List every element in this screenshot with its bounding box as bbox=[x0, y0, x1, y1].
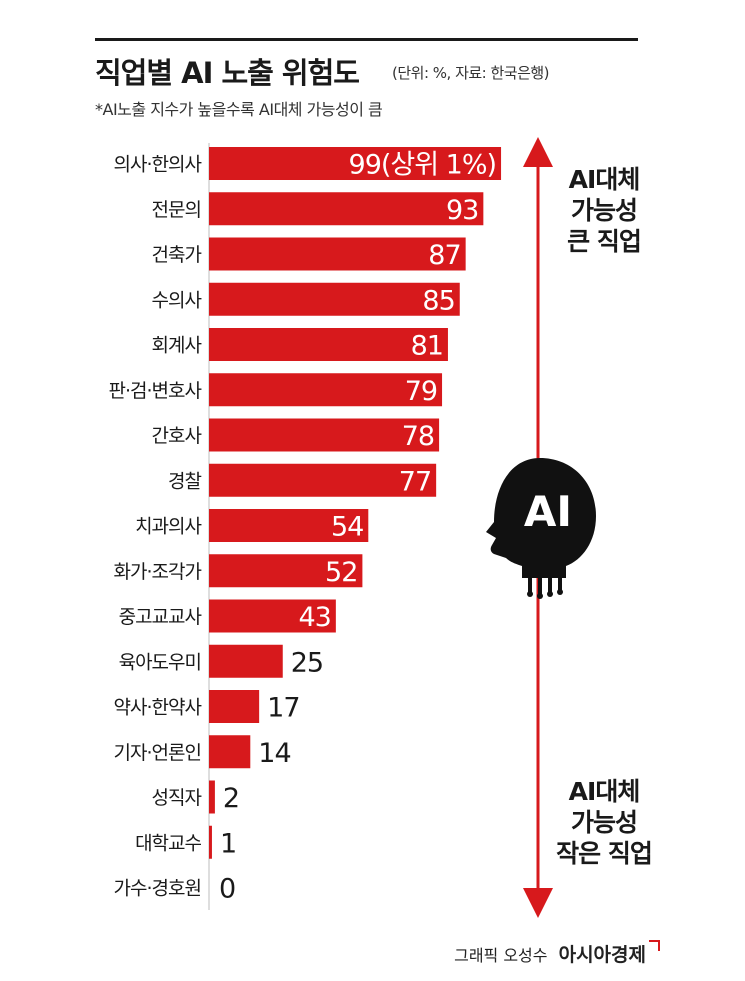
category-label: 성직자 bbox=[152, 787, 202, 809]
ai-badge-text: AI bbox=[524, 487, 572, 536]
category-label: 회계사 bbox=[152, 335, 202, 357]
bar bbox=[209, 825, 212, 859]
bar bbox=[209, 282, 460, 316]
value-label: 78 bbox=[402, 421, 434, 452]
category-label: 수의사 bbox=[152, 289, 202, 311]
value-label: 25 bbox=[291, 647, 323, 678]
bar bbox=[209, 237, 466, 271]
value-label: 1 bbox=[220, 828, 236, 859]
category-label: 건축가 bbox=[152, 244, 202, 266]
side-label-high-line: 큰 직업 bbox=[567, 227, 642, 256]
category-label: 기자·언론인 bbox=[114, 742, 201, 764]
bar bbox=[209, 780, 215, 814]
category-label: 육아도우미 bbox=[119, 651, 201, 673]
credit-byline: 그래픽 오성수 bbox=[454, 946, 548, 965]
value-label: 43 bbox=[298, 602, 330, 633]
value-label: 17 bbox=[267, 693, 299, 724]
category-label: 약사·한약사 bbox=[114, 697, 202, 719]
value-label: 0 bbox=[219, 874, 235, 905]
category-label: 의사·한의사 bbox=[114, 154, 202, 176]
bar bbox=[209, 599, 336, 633]
bar bbox=[209, 147, 502, 180]
category-label: 화가·조각가 bbox=[114, 561, 202, 583]
footnote: *AI노출 지수가 높을수록 AI대체 가능성이 큼 bbox=[95, 100, 383, 119]
bar bbox=[209, 644, 283, 678]
value-label: 81 bbox=[411, 331, 443, 362]
bar bbox=[209, 192, 484, 226]
bar bbox=[209, 418, 440, 452]
bar bbox=[209, 509, 369, 542]
bar bbox=[209, 373, 443, 407]
value-label: 77 bbox=[399, 466, 431, 497]
value-label: 79 bbox=[405, 376, 437, 407]
bar bbox=[209, 690, 260, 723]
value-label: 99(상위 1%) bbox=[349, 150, 497, 181]
value-label: 52 bbox=[325, 557, 357, 588]
side-label-low-line: AI대체 bbox=[568, 777, 641, 806]
credit-line: 그래픽 오성수 아시아경제 bbox=[454, 940, 660, 967]
value-label: 85 bbox=[422, 285, 454, 316]
value-label: 54 bbox=[331, 512, 363, 543]
side-label-high-line: AI대체 bbox=[568, 165, 641, 194]
side-label-high-line: 가능성 bbox=[570, 196, 638, 225]
brand-name: 아시아경제 bbox=[558, 944, 646, 966]
category-label: 치과의사 bbox=[135, 516, 201, 538]
value-label: 14 bbox=[258, 738, 290, 769]
category-label: 전문의 bbox=[152, 199, 201, 221]
side-label-low-risk: AI대체 가능성 작은 직업 bbox=[548, 776, 660, 869]
top-rule bbox=[95, 38, 638, 41]
side-label-low-line: 가능성 bbox=[570, 808, 638, 837]
value-label: 87 bbox=[428, 240, 460, 271]
value-label: 93 bbox=[446, 195, 478, 226]
category-label: 중고교교사 bbox=[119, 606, 202, 628]
bar bbox=[209, 328, 448, 361]
category-label: 대학교수 bbox=[135, 832, 201, 854]
category-label: 간호사 bbox=[152, 425, 202, 447]
ai-head-icon: AI bbox=[486, 458, 596, 599]
bar bbox=[209, 735, 251, 769]
brand-logo-icon bbox=[649, 940, 660, 951]
bar bbox=[209, 463, 437, 497]
bar bbox=[209, 554, 363, 588]
category-label: 가수·경호원 bbox=[114, 878, 201, 900]
value-label: 2 bbox=[223, 783, 239, 814]
side-label-low-line: 작은 직업 bbox=[556, 839, 653, 868]
unit-source-note: (단위: %, 자료: 한국은행) bbox=[392, 64, 550, 82]
category-label: 판·검·변호사 bbox=[109, 380, 202, 402]
side-label-high-risk: AI대체 가능성 큰 직업 bbox=[548, 164, 660, 257]
chart-title: 직업별 AI 노출 위험도 bbox=[95, 56, 360, 90]
category-label: 경찰 bbox=[168, 470, 201, 492]
